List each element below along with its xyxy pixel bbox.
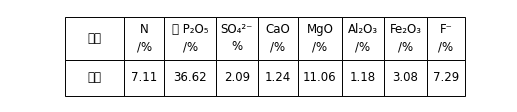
Text: 11.06: 11.06: [303, 71, 337, 84]
Bar: [342, 60, 384, 96]
Bar: [65, 60, 124, 96]
Bar: [124, 17, 164, 60]
Text: 1.24: 1.24: [265, 71, 291, 84]
Bar: [258, 17, 298, 60]
Bar: [65, 17, 124, 60]
Bar: [298, 60, 342, 96]
Bar: [216, 60, 258, 96]
Text: Al₂O₃
/%: Al₂O₃ /%: [348, 23, 378, 53]
Bar: [216, 17, 258, 60]
Bar: [384, 17, 427, 60]
Bar: [298, 17, 342, 60]
Text: 7.11: 7.11: [131, 71, 157, 84]
Bar: [164, 17, 216, 60]
Text: N
/%: N /%: [136, 23, 151, 53]
Text: 总 P₂O₅
/%: 总 P₂O₅ /%: [172, 23, 208, 53]
Text: 7.29: 7.29: [433, 71, 459, 84]
Text: F⁻
/%: F⁻ /%: [438, 23, 453, 53]
Text: 1.18: 1.18: [350, 71, 376, 84]
Bar: [384, 60, 427, 96]
Bar: [258, 60, 298, 96]
Text: Fe₂O₃
/%: Fe₂O₃ /%: [389, 23, 421, 53]
Bar: [427, 60, 465, 96]
Text: 2.09: 2.09: [224, 71, 250, 84]
Text: 3.08: 3.08: [392, 71, 418, 84]
Text: MgO
/%: MgO /%: [307, 23, 333, 53]
Bar: [124, 60, 164, 96]
Bar: [164, 60, 216, 96]
Text: 组分: 组分: [87, 32, 101, 45]
Text: 含量: 含量: [87, 71, 101, 84]
Bar: [342, 17, 384, 60]
Text: 36.62: 36.62: [174, 71, 207, 84]
Text: SO₄²⁻
%: SO₄²⁻ %: [221, 23, 253, 53]
Bar: [427, 17, 465, 60]
Text: CaO
/%: CaO /%: [266, 23, 290, 53]
